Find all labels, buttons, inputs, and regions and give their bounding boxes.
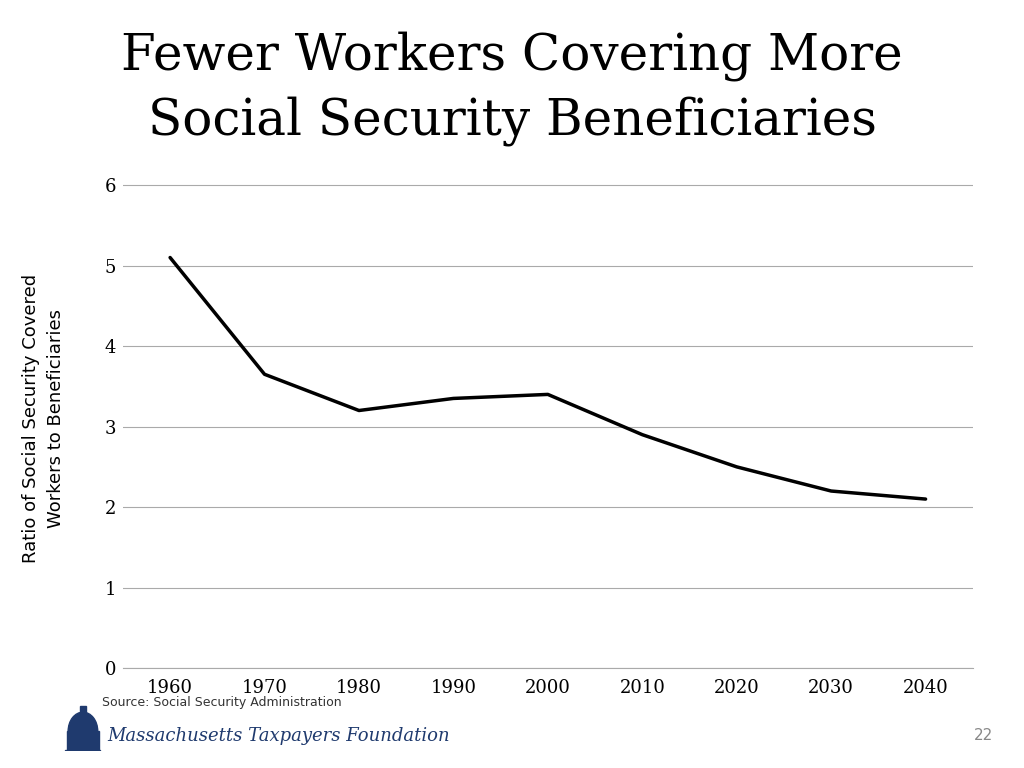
Text: Ratio of Social Security Covered: Ratio of Social Security Covered: [22, 274, 40, 563]
Bar: [66, 750, 100, 753]
Text: Source: Social Security Administration: Source: Social Security Administration: [102, 697, 342, 709]
Wedge shape: [69, 712, 97, 731]
Text: Social Security Beneficiaries: Social Security Beneficiaries: [147, 96, 877, 146]
Bar: [80, 707, 86, 712]
Text: Fewer Workers Covering More: Fewer Workers Covering More: [121, 31, 903, 81]
Text: Workers to Beneficiaries: Workers to Beneficiaries: [47, 309, 66, 528]
Text: 22: 22: [974, 728, 993, 743]
Bar: [68, 731, 98, 751]
Text: Massachusetts Taxpayers Foundation: Massachusetts Taxpayers Foundation: [108, 727, 451, 745]
